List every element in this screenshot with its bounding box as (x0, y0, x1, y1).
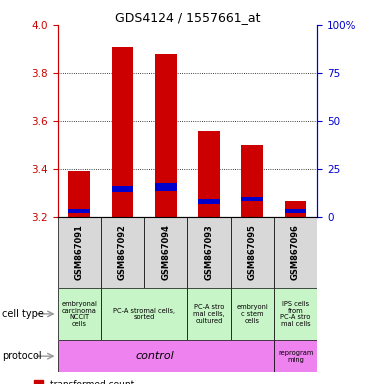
Bar (155, 54, 177, 217)
Legend: transformed count, percentile rank within the sample: transformed count, percentile rank withi… (34, 380, 204, 384)
FancyBboxPatch shape (274, 340, 317, 372)
Bar (198, 131, 220, 217)
Bar (155, 184, 177, 190)
Bar (242, 197, 263, 201)
Bar (198, 199, 220, 204)
Text: GSM867093: GSM867093 (204, 225, 213, 280)
Bar (285, 201, 306, 217)
Text: embryonal
carcinoma
NCCIT
cells: embryonal carcinoma NCCIT cells (61, 301, 97, 327)
Bar (285, 209, 306, 214)
Text: control: control (135, 351, 174, 361)
Text: embryoni
c stem
cells: embryoni c stem cells (236, 304, 268, 324)
FancyBboxPatch shape (187, 288, 231, 340)
Bar (112, 186, 133, 192)
Text: IPS cells
from
PC-A stro
mal cells: IPS cells from PC-A stro mal cells (280, 301, 311, 327)
Text: GSM867094: GSM867094 (161, 225, 170, 280)
Text: PC-A stromal cells,
sorted: PC-A stromal cells, sorted (113, 308, 175, 320)
FancyBboxPatch shape (58, 217, 101, 288)
FancyBboxPatch shape (231, 288, 274, 340)
Text: GSM867095: GSM867095 (248, 225, 257, 280)
Bar (112, 46, 133, 217)
FancyBboxPatch shape (274, 288, 317, 340)
Text: cell type: cell type (2, 309, 44, 319)
Text: GSM867092: GSM867092 (118, 225, 127, 280)
Text: reprogram
ming: reprogram ming (278, 350, 313, 362)
Text: GSM867096: GSM867096 (291, 225, 300, 280)
FancyBboxPatch shape (231, 217, 274, 288)
Text: protocol: protocol (2, 351, 42, 361)
Bar (242, 145, 263, 217)
FancyBboxPatch shape (101, 288, 187, 340)
FancyBboxPatch shape (274, 217, 317, 288)
FancyBboxPatch shape (58, 288, 101, 340)
Bar (68, 171, 90, 217)
FancyBboxPatch shape (58, 340, 274, 372)
Text: PC-A stro
mal cells,
cultured: PC-A stro mal cells, cultured (193, 304, 225, 324)
FancyBboxPatch shape (144, 217, 187, 288)
FancyBboxPatch shape (101, 217, 144, 288)
Text: GSM867091: GSM867091 (75, 225, 83, 280)
Title: GDS4124 / 1557661_at: GDS4124 / 1557661_at (115, 11, 260, 24)
FancyBboxPatch shape (187, 217, 231, 288)
Bar (68, 209, 90, 214)
